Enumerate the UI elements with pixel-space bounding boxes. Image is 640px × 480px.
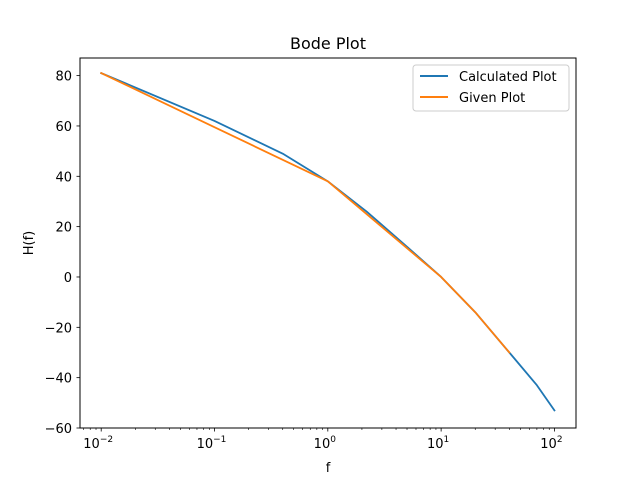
x-tick-label: 10−2: [83, 435, 113, 452]
x-tick-label: 10−1: [197, 435, 227, 452]
x-tick-label: 102: [540, 435, 562, 452]
y-tick-label: −40: [45, 372, 72, 387]
legend-box: [412, 64, 570, 112]
series-line-given: [100, 71, 511, 354]
y-tick-label: 60: [55, 120, 72, 135]
chart-title: Bode Plot: [290, 34, 366, 53]
x-tick-label: 101: [427, 435, 449, 452]
legend: Calculated Plot Given Plot: [412, 64, 570, 112]
y-axis-label: H(f): [22, 231, 37, 256]
x-tick-label: 100: [314, 435, 337, 452]
legend-label-given: Given Plot: [459, 91, 525, 106]
series-line-calculated: [100, 71, 556, 412]
legend-label-calculated: Calculated Plot: [459, 70, 557, 85]
plot-frame: [79, 57, 577, 429]
y-tick-label: 80: [55, 70, 72, 85]
y-tick-label: −60: [45, 422, 72, 437]
y-tick-label: 40: [55, 170, 72, 185]
x-axis-label: f: [326, 461, 331, 476]
y-tick-label: 0: [64, 271, 72, 286]
y-tick-label: −20: [45, 321, 72, 336]
y-tick-label: 20: [55, 221, 72, 236]
